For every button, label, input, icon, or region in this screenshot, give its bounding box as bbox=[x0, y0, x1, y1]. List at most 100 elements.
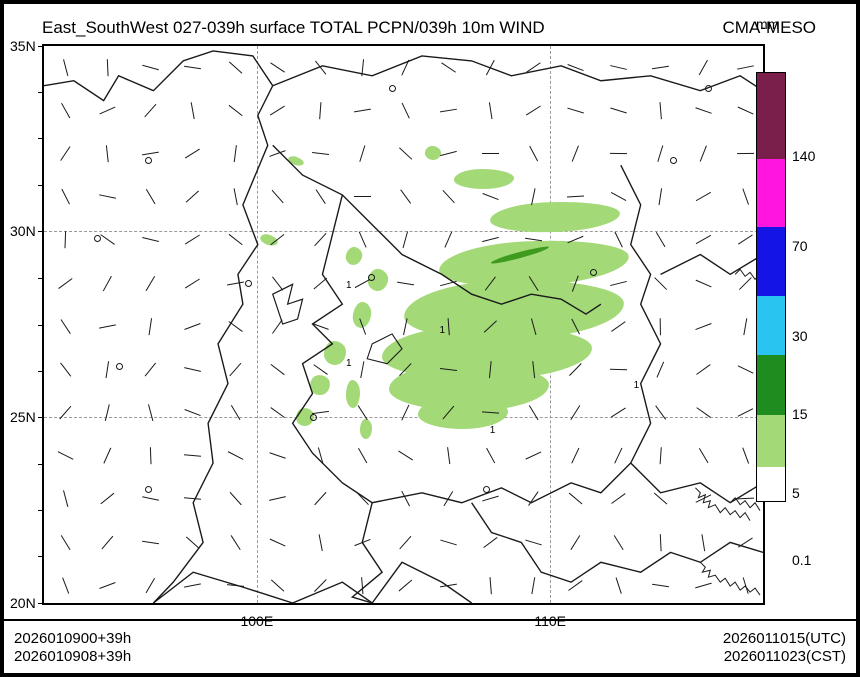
wind-barb bbox=[696, 364, 711, 375]
wind-barb bbox=[100, 107, 116, 115]
wind-barb bbox=[659, 102, 662, 119]
wind-barb bbox=[186, 191, 200, 203]
wind-barb bbox=[317, 448, 323, 465]
colorbar-segment-5-15 bbox=[757, 355, 785, 415]
precip-value-label: 1 bbox=[634, 380, 640, 391]
wind-barb bbox=[401, 491, 410, 507]
wind-barb bbox=[227, 584, 244, 587]
wind-barb bbox=[228, 451, 244, 460]
calm-wind-circle bbox=[368, 274, 375, 281]
wind-barb bbox=[230, 405, 240, 420]
precip-value-label: 1 bbox=[346, 280, 352, 291]
wind-barb bbox=[142, 540, 159, 544]
wind-barb bbox=[489, 102, 493, 119]
lat-label-30n: 30N bbox=[10, 223, 36, 239]
wind-barb bbox=[571, 448, 580, 464]
tick-mark bbox=[38, 371, 44, 372]
wind-barb bbox=[355, 539, 371, 546]
wind-barb bbox=[362, 577, 365, 594]
wind-barb bbox=[271, 364, 285, 375]
wind-barb bbox=[654, 493, 668, 505]
wind-barb bbox=[61, 189, 70, 205]
wind-barb bbox=[60, 319, 71, 334]
wind-barb bbox=[695, 323, 711, 330]
calm-wind-circle bbox=[670, 157, 677, 164]
tick-mark bbox=[38, 603, 44, 604]
colorbar-gradient bbox=[756, 72, 786, 502]
precip-area bbox=[324, 341, 346, 365]
tick-mark bbox=[38, 556, 44, 557]
wind-barb bbox=[270, 150, 286, 157]
wind-barb bbox=[228, 105, 242, 117]
precip-value-label: 1 bbox=[439, 325, 445, 336]
wind-barb bbox=[611, 494, 626, 505]
lat-label-35n: 35N bbox=[10, 38, 36, 54]
wind-barb bbox=[657, 362, 665, 378]
wind-barb bbox=[184, 455, 201, 458]
wind-barb bbox=[185, 149, 200, 159]
precip-area bbox=[489, 200, 620, 235]
wind-barb bbox=[400, 190, 411, 205]
wind-barb bbox=[528, 492, 539, 507]
map-plot-area[interactable]: 35N 30N 25N 20N 100E 110E bbox=[42, 44, 765, 605]
calm-wind-circle bbox=[145, 486, 152, 493]
wind-barb bbox=[528, 146, 537, 162]
lon-label-110e: 110E bbox=[534, 613, 566, 629]
wind-barb bbox=[567, 108, 584, 114]
precip-value-label: 1 bbox=[490, 425, 496, 436]
wind-barb bbox=[570, 405, 580, 420]
wind-barb bbox=[652, 583, 669, 587]
wind-barb bbox=[440, 109, 457, 113]
wind-barb bbox=[184, 367, 201, 372]
wind-barb bbox=[698, 448, 708, 463]
precip-area bbox=[454, 169, 514, 189]
wind-barb bbox=[142, 497, 159, 502]
wind-barb bbox=[272, 190, 284, 204]
wind-barb bbox=[401, 103, 410, 119]
wind-barb bbox=[482, 237, 499, 243]
wind-barb bbox=[615, 577, 622, 594]
wind-barb bbox=[144, 363, 156, 377]
wind-barb bbox=[482, 153, 499, 154]
wind-barb bbox=[443, 491, 453, 506]
wind-barb bbox=[486, 60, 495, 76]
wind-barb bbox=[101, 493, 115, 505]
wind-barb bbox=[531, 577, 535, 594]
wind-barb bbox=[483, 537, 497, 548]
wind-barb bbox=[145, 276, 155, 291]
wind-barb bbox=[106, 145, 109, 162]
colorbar-tick-70: 70 bbox=[792, 238, 808, 254]
wind-barb bbox=[99, 195, 116, 200]
calm-wind-circle bbox=[116, 363, 123, 370]
wind-barb bbox=[270, 538, 286, 546]
precip-area bbox=[288, 155, 306, 168]
wind-barb bbox=[614, 232, 623, 248]
wind-barb bbox=[60, 535, 70, 550]
wind-barb bbox=[185, 278, 200, 288]
wind-barb bbox=[399, 579, 413, 591]
calm-wind-circle bbox=[94, 235, 101, 242]
wind-barb bbox=[229, 363, 241, 377]
page-title: East_SouthWest 027-039h surface TOTAL PC… bbox=[42, 18, 545, 38]
wind-barb bbox=[654, 277, 667, 290]
wind-barb bbox=[659, 447, 662, 464]
wind-barb bbox=[270, 453, 287, 460]
wind-barb bbox=[148, 318, 152, 335]
wind-barb bbox=[567, 196, 584, 198]
wind-barb bbox=[229, 492, 241, 506]
wind-barb bbox=[103, 276, 112, 292]
lon-label-100e: 100E bbox=[240, 613, 273, 629]
colorbar-tick-30: 30 bbox=[792, 328, 808, 344]
wind-barb bbox=[186, 536, 200, 548]
tick-mark bbox=[38, 510, 44, 511]
wind-barb bbox=[318, 534, 323, 551]
wind-barb bbox=[357, 492, 370, 505]
wind-barb bbox=[610, 192, 626, 201]
wind-barb bbox=[62, 491, 68, 508]
wind-barb bbox=[659, 189, 663, 206]
calm-wind-circle bbox=[245, 280, 252, 287]
precip-area bbox=[424, 145, 442, 162]
calm-wind-circle bbox=[145, 157, 152, 164]
tick-mark bbox=[38, 185, 44, 186]
wind-barb bbox=[99, 324, 116, 329]
